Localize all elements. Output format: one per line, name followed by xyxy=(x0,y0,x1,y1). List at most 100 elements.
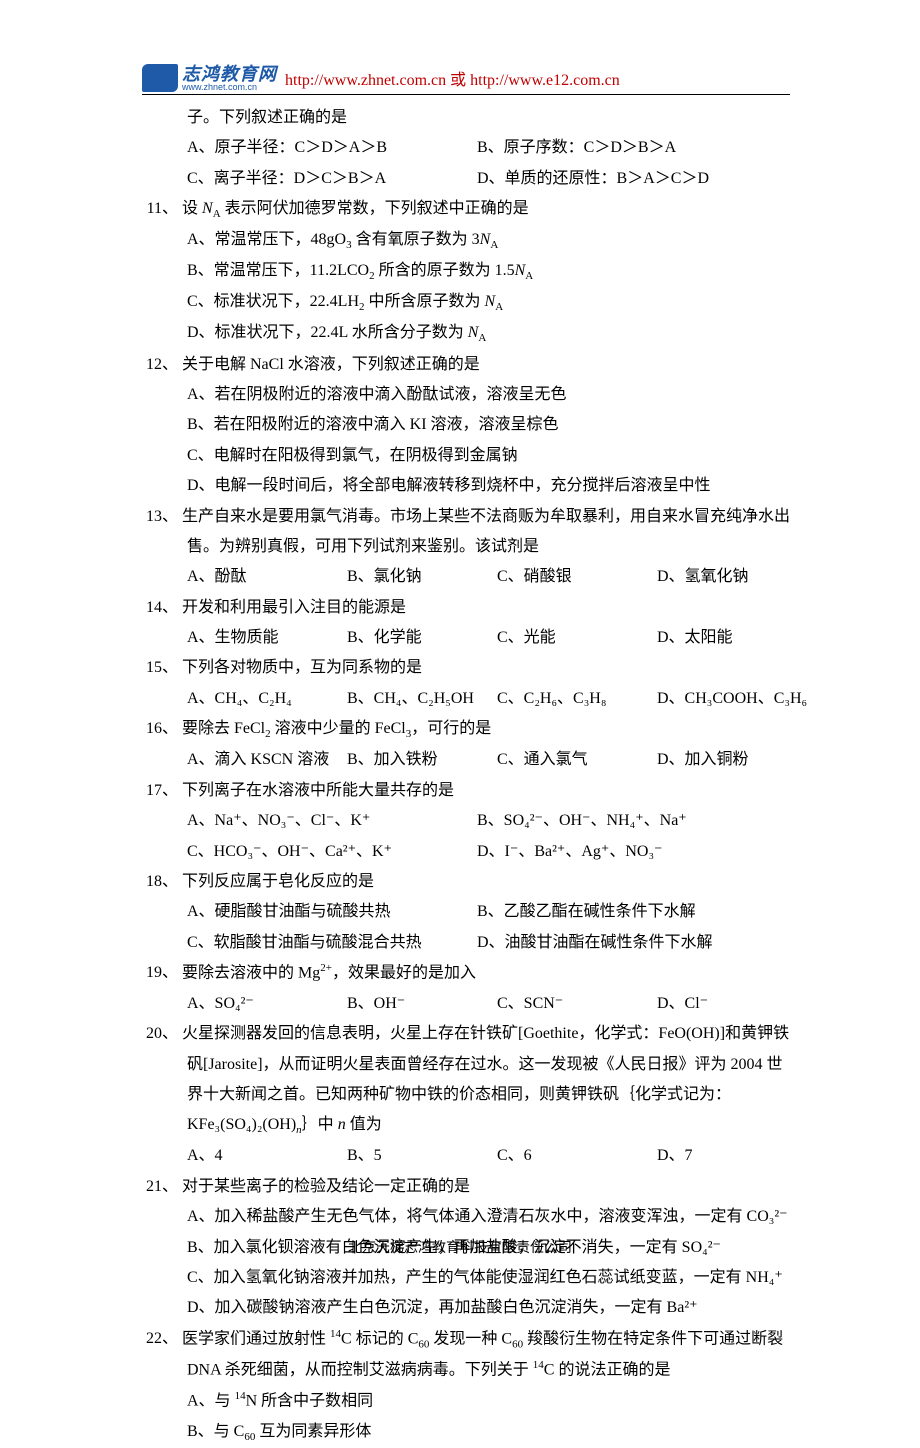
q16-opt-d: D、加入铜粉 xyxy=(657,745,749,775)
q21: 21、 对于某些离子的检验及结论一定正确的是 xyxy=(142,1172,790,1202)
q22-num: 22、 xyxy=(142,1324,182,1355)
q18-opt-a: A、硬脂酸甘油酯与硫酸共热 xyxy=(187,897,477,927)
q18: 18、 下列反应属于皂化反应的是 xyxy=(142,867,790,897)
q22-opt-a: A、与 14N 所含中子数相同 xyxy=(142,1386,790,1417)
logo-icon xyxy=(142,64,178,92)
q13-opts: A、酚酞 B、氯化钠 C、硝酸银 D、氢氧化钠 xyxy=(142,562,790,592)
page-header: 志鸿教育网 www.zhnet.com.cn http://www.zhnet.… xyxy=(142,55,790,95)
q12-opt-b: B、若在阳极附近的溶液中滴入 KI 溶液，溶液呈棕色 xyxy=(142,410,790,440)
q13-opt-c: C、硝酸银 xyxy=(497,562,657,592)
q15: 15、 下列各对物质中，互为同系物的是 xyxy=(142,653,790,683)
q10-opt-d: D、单质的还原性：B＞A＞C＞D xyxy=(477,164,709,194)
q14-opts: A、生物质能 B、化学能 C、光能 D、太阳能 xyxy=(142,623,790,653)
q13-num: 13、 xyxy=(142,502,182,532)
q14-num: 14、 xyxy=(142,593,182,623)
q15-opt-b: B、CH₄、C₂H₅OH xyxy=(347,684,497,714)
q14-opt-c: C、光能 xyxy=(497,623,657,653)
q12-opt-d: D、电解一段时间后，将全部电解液转移到烧杯中，充分搅拌后溶液呈中性 xyxy=(142,471,790,501)
q12-opt-c: C、电解时在阳极得到氯气，在阴极得到金属钠 xyxy=(142,441,790,471)
logo-title: 志鸿教育网 xyxy=(182,65,277,83)
q21-opt-d: D、加入碳酸钠溶液产生白色沉淀，再加盐酸白色沉淀消失，一定有 Ba²⁺ xyxy=(142,1293,790,1323)
q17-stem: 下列离子在水溶液中所能大量共存的是 xyxy=(182,776,790,806)
q17-opt-c: C、HCO₃⁻、OH⁻、Ca²⁺、K⁺ xyxy=(187,837,477,867)
q16-opt-c: C、通入氯气 xyxy=(497,745,657,775)
q22-stem-l2: DNA 杀死细菌，从而控制艾滋病病毒。下列关于 14C 的说法正确的是 xyxy=(142,1355,790,1386)
q11-stem: 设 NA 表示阿伏加德罗常数，下列叙述中正确的是 xyxy=(182,194,790,225)
q16-stem: 要除去 FeCl2 溶液中少量的 FeCl3，可行的是 xyxy=(182,714,790,745)
q19-opt-c: C、SCN⁻ xyxy=(497,989,657,1019)
q20-stem-l3: 界十大新闻之首。已知两种矿物中铁的价态相同，则黄钾铁矾｛化学式记为： xyxy=(142,1080,790,1110)
q14-opt-b: B、化学能 xyxy=(347,623,497,653)
q11-opt-d: D、标准状况下，22.4L 水所含分子数为 NA xyxy=(142,318,790,349)
q19-opt-b: B、OH⁻ xyxy=(347,989,497,1019)
page-footer: 北京天梯志鸿教育科技有限责任公司 xyxy=(0,1237,920,1257)
q10-opt-a: A、原子半径：C＞D＞A＞B xyxy=(187,133,477,163)
q17-opt-a: A、Na⁺、NO₃⁻、Cl⁻、K⁺ xyxy=(187,806,477,836)
q10-opt-b: B、原子序数：C＞D＞B＞A xyxy=(477,133,676,163)
q18-opt-b: B、乙酸乙酯在碱性条件下水解 xyxy=(477,897,696,927)
q16-opt-b: B、加入铁粉 xyxy=(347,745,497,775)
q21-opt-c: C、加入氢氧化钠溶液并加热，产生的气体能使湿润红色石蕊试纸变蓝，一定有 NH₄⁺ xyxy=(142,1263,790,1293)
q11-opt-a: A、常温常压下，48gO3 含有氧原子数为 3NA xyxy=(142,225,790,256)
q17-opts-cd: C、HCO₃⁻、OH⁻、Ca²⁺、K⁺ D、I⁻、Ba²⁺、Ag⁺、NO₃⁻ xyxy=(142,837,790,867)
q18-opt-c: C、软脂酸甘油酯与硫酸混合共热 xyxy=(187,928,477,958)
q13-opt-b: B、氯化钠 xyxy=(347,562,497,592)
q22-opt-b: B、与 C60 互为同素异形体 xyxy=(142,1417,790,1448)
logo-subtitle: www.zhnet.com.cn xyxy=(182,83,277,92)
q19-opt-d: D、Cl⁻ xyxy=(657,989,708,1019)
q14: 14、 开发和利用最引入注目的能源是 xyxy=(142,593,790,623)
q19-opts: A、SO₄²⁻ B、OH⁻ C、SCN⁻ D、Cl⁻ xyxy=(142,989,790,1019)
q15-opt-d: D、CH₃COOH、C₃H₆ xyxy=(657,684,807,714)
q13-stem-l1: 生产自来水是要用氯气消毒。市场上某些不法商贩为牟取暴利，用自来水冒充纯净水出 xyxy=(182,502,790,532)
q14-opt-d: D、太阳能 xyxy=(657,623,733,653)
q15-opt-c: C、C₂H₆、C₃H₈ xyxy=(497,684,657,714)
q10-opts-ab: A、原子半径：C＞D＞A＞B B、原子序数：C＞D＞B＞A xyxy=(142,133,790,163)
q16-opt-a: A、滴入 KSCN 溶液 xyxy=(187,745,347,775)
q17: 17、 下列离子在水溶液中所能大量共存的是 xyxy=(142,776,790,806)
q13-stem-l2: 售。为辨别真假，可用下列试剂来鉴别。该试剂是 xyxy=(142,532,790,562)
q16-opts: A、滴入 KSCN 溶液 B、加入铁粉 C、通入氯气 D、加入铜粉 xyxy=(142,745,790,775)
q18-num: 18、 xyxy=(142,867,182,897)
q15-stem: 下列各对物质中，互为同系物的是 xyxy=(182,653,790,683)
q18-stem: 下列反应属于皂化反应的是 xyxy=(182,867,790,897)
q20-opt-b: B、5 xyxy=(347,1141,497,1171)
q20-opt-a: A、4 xyxy=(187,1141,347,1171)
q12-stem: 关于电解 NaCl 水溶液，下列叙述正确的是 xyxy=(182,350,790,380)
header-links[interactable]: http://www.zhnet.com.cn 或 http://www.e12… xyxy=(285,66,620,92)
q17-opt-b: B、SO₄²⁻、OH⁻、NH₄⁺、Na⁺ xyxy=(477,806,687,836)
q20-stem-l4: KFe₃(SO₄)₂(OH)n｝中 n 值为 xyxy=(142,1110,790,1141)
q14-stem: 开发和利用最引入注目的能源是 xyxy=(182,593,790,623)
q17-opt-d: D、I⁻、Ba²⁺、Ag⁺、NO₃⁻ xyxy=(477,837,662,867)
q18-opts-cd: C、软脂酸甘油酯与硫酸混合共热 D、油酸甘油酯在碱性条件下水解 xyxy=(142,928,790,958)
q20-opt-c: C、6 xyxy=(497,1141,657,1171)
q22: 22、 医学家们通过放射性 14C 标记的 C60 发现一种 C60 羧酸衍生物… xyxy=(142,1324,790,1355)
q13-opt-d: D、氢氧化钠 xyxy=(657,562,749,592)
q19-num: 19、 xyxy=(142,958,182,989)
q12-opt-a: A、若在阴极附近的溶液中滴入酚酞试液，溶液呈无色 xyxy=(142,380,790,410)
q11-opt-b: B、常温常压下，11.2LCO2 所含的原子数为 1.5NA xyxy=(142,256,790,287)
q11-opt-c: C、标准状况下，22.4LH2 中所含原子数为 NA xyxy=(142,287,790,318)
q18-opts-ab: A、硬脂酸甘油酯与硫酸共热 B、乙酸乙酯在碱性条件下水解 xyxy=(142,897,790,927)
q17-num: 17、 xyxy=(142,776,182,806)
q13-opt-a: A、酚酞 xyxy=(187,562,347,592)
q12-num: 12、 xyxy=(142,350,182,380)
q10-opt-c: C、离子半径：D＞C＞B＞A xyxy=(187,164,477,194)
q11: 11、 设 NA 表示阿伏加德罗常数，下列叙述中正确的是 xyxy=(142,194,790,225)
q16: 16、 要除去 FeCl2 溶液中少量的 FeCl3，可行的是 xyxy=(142,714,790,745)
q15-num: 15、 xyxy=(142,653,182,683)
q20-stem-l2: 矾[Jarosite]，从而证明火星表面曾经存在过水。这一发现被《人民日报》评为… xyxy=(142,1050,790,1080)
q22-stem-l1: 医学家们通过放射性 14C 标记的 C60 发现一种 C60 羧酸衍生物在特定条… xyxy=(182,1324,790,1355)
q10-opts-cd: C、离子半径：D＞C＞B＞A D、单质的还原性：B＞A＞C＞D xyxy=(142,164,790,194)
q20-num: 20、 xyxy=(142,1019,182,1049)
q20-stem-l1: 火星探测器发回的信息表明，火星上存在针铁矿[Goethite，化学式：FeO(O… xyxy=(182,1019,790,1049)
q19-stem: 要除去溶液中的 Mg2+，效果最好的是加入 xyxy=(182,958,790,989)
q12: 12、 关于电解 NaCl 水溶液，下列叙述正确的是 xyxy=(142,350,790,380)
continuation-text: 子。下列叙述正确的是 xyxy=(142,103,790,133)
q20: 20、 火星探测器发回的信息表明，火星上存在针铁矿[Goethite，化学式：F… xyxy=(142,1019,790,1049)
q21-num: 21、 xyxy=(142,1172,182,1202)
q21-opt-a: A、加入稀盐酸产生无色气体，将气体通入澄清石灰水中，溶液变浑浊，一定有 CO₃²… xyxy=(142,1202,790,1232)
q19-opt-a: A、SO₄²⁻ xyxy=(187,989,347,1019)
q20-opts: A、4 B、5 C、6 D、7 xyxy=(142,1141,790,1171)
q13: 13、 生产自来水是要用氯气消毒。市场上某些不法商贩为牟取暴利，用自来水冒充纯净… xyxy=(142,502,790,532)
q16-num: 16、 xyxy=(142,714,182,745)
